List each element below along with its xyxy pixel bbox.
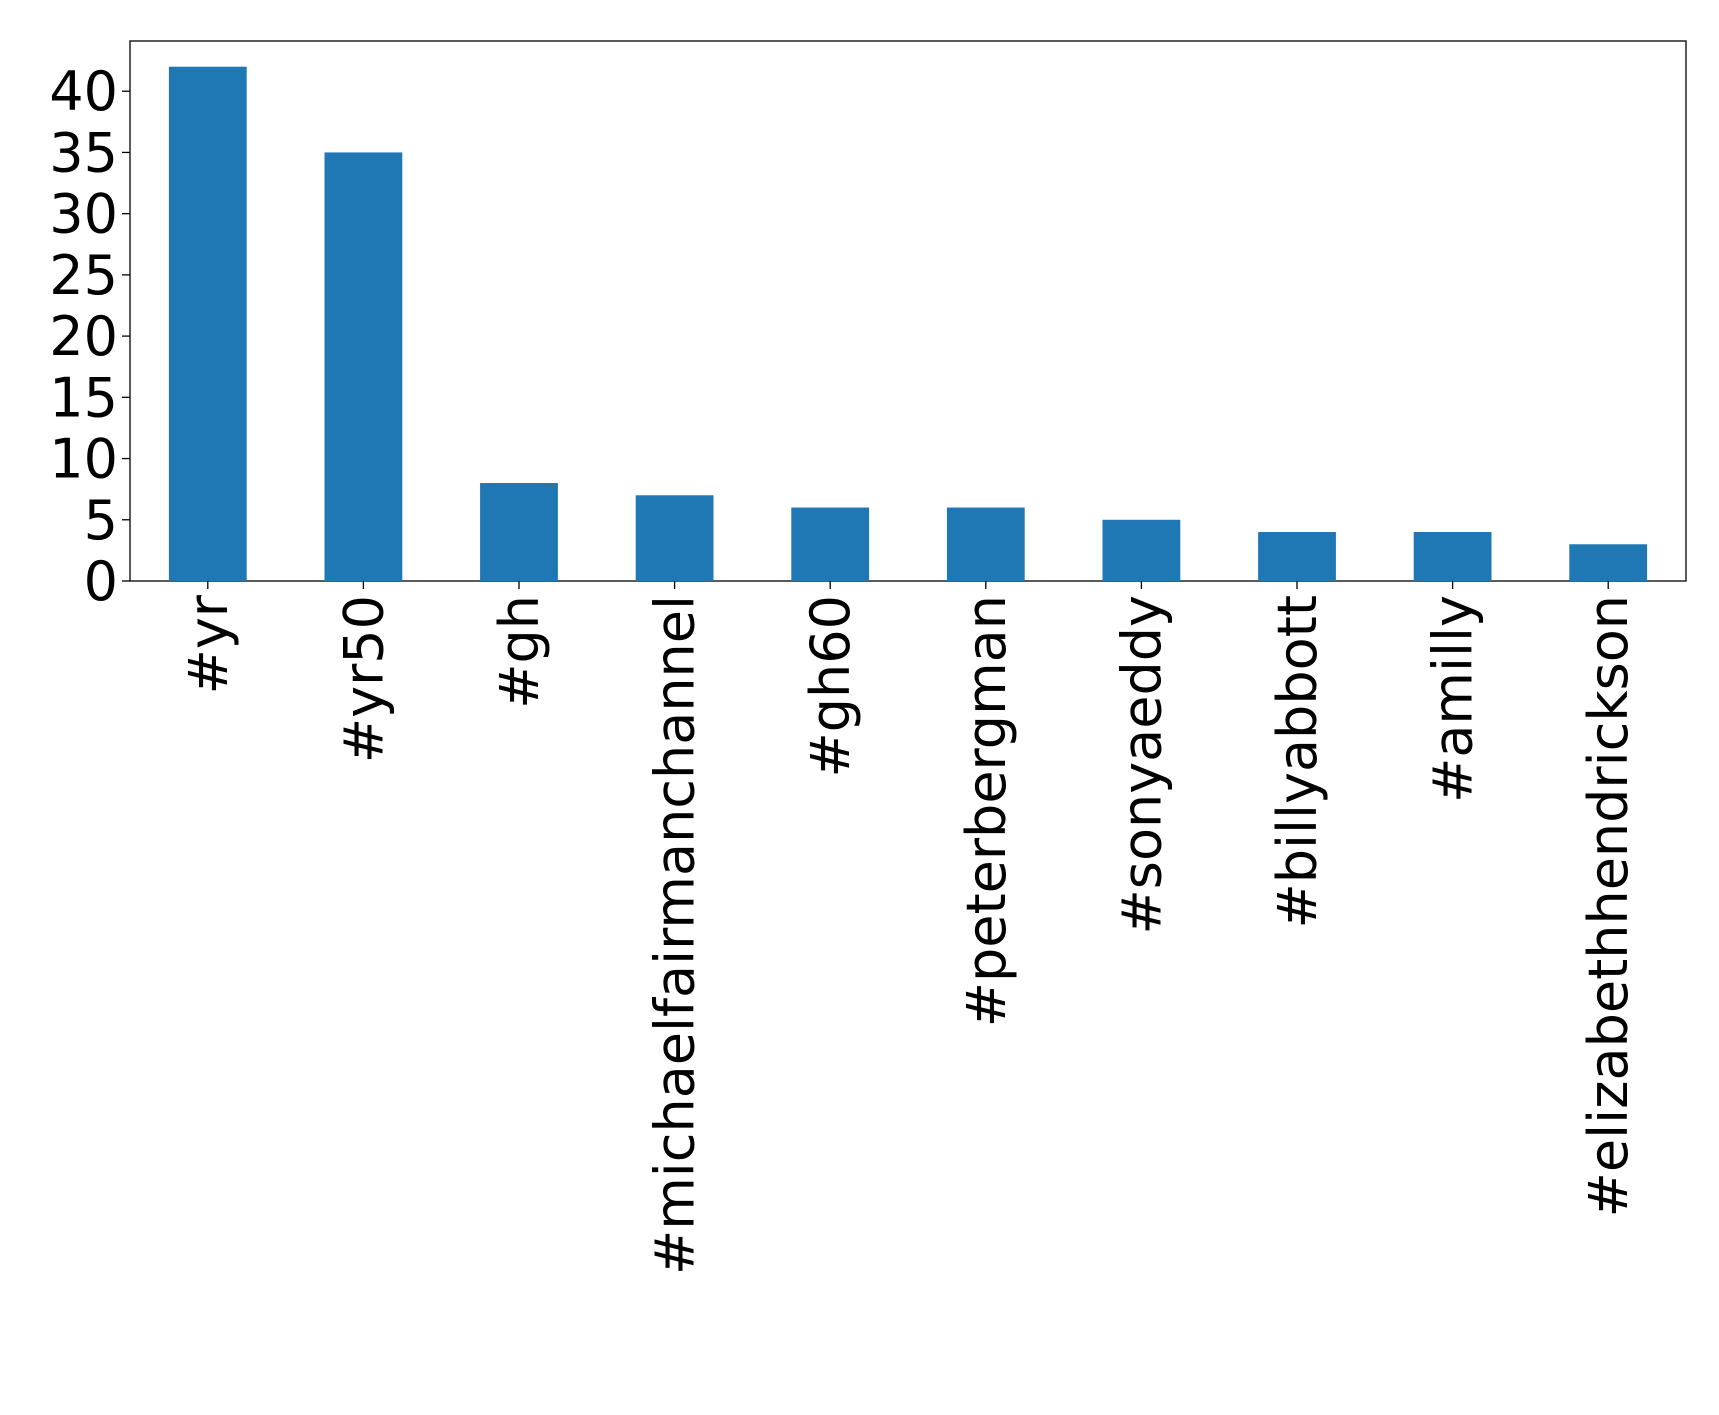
x-tick-label: #billyabbott — [1266, 595, 1329, 929]
axes-frame — [129, 40, 1687, 582]
x-tick-label: #amilly — [1422, 595, 1485, 803]
bar — [168, 66, 247, 581]
x-tick-label: #sonyaeddy — [1110, 595, 1173, 934]
y-tick-label: 10 — [49, 428, 118, 491]
y-tick-label: 35 — [49, 121, 118, 184]
y-tick-label: 40 — [49, 60, 118, 123]
bar — [480, 483, 558, 581]
x-tick-label: #yr — [177, 594, 240, 694]
bar — [1413, 532, 1492, 581]
bar — [324, 152, 403, 581]
bar — [1258, 532, 1336, 581]
x-tick-label: #yr50 — [332, 595, 395, 763]
x-tick-label: #elizabethhendrickson — [1577, 595, 1640, 1217]
y-tick-label: 0 — [84, 550, 118, 613]
x-tick-label: #gh — [488, 595, 551, 709]
y-tick-label: 25 — [49, 244, 118, 307]
y-tick-label: 30 — [49, 183, 118, 246]
bar — [635, 495, 714, 581]
y-tick-label: 15 — [49, 366, 118, 429]
y-tick-label: 20 — [49, 305, 118, 368]
bar — [791, 507, 870, 581]
bar — [946, 507, 1025, 581]
x-tick-label: #peterbergman — [955, 595, 1018, 1027]
x-tick-label: #michaelfairmanchannel — [644, 595, 707, 1275]
x-tick-label: #gh60 — [799, 595, 862, 777]
bar — [1102, 519, 1181, 581]
bar — [1569, 544, 1648, 581]
y-tick-label: 5 — [84, 489, 118, 552]
